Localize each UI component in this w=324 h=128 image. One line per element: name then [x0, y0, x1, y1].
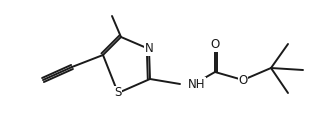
Text: N: N	[145, 42, 153, 56]
Text: NH: NH	[188, 77, 205, 90]
Text: O: O	[238, 73, 248, 87]
Text: O: O	[210, 39, 220, 51]
Text: S: S	[114, 87, 122, 99]
